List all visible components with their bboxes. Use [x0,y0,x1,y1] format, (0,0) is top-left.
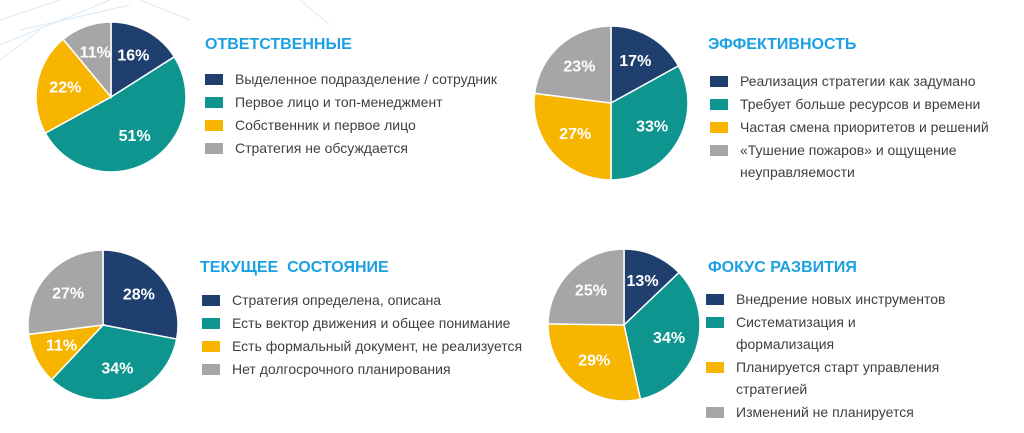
legend-swatch [706,294,724,305]
slice-label: 33% [636,119,668,136]
chart-title: ОТВЕТСТВЕННЫЕ [205,36,352,53]
legend-item: Требует больше ресурсов и времени [710,93,1000,115]
legend-swatch [706,317,724,328]
legend-label: Требует больше ресурсов и времени [740,96,981,112]
legend-label: Есть вектор движения и общее понимание [232,315,511,331]
legend-swatch [202,295,220,306]
pie-slice [610,25,680,105]
chart-title: ТЕКУЩЕЕ СОСТОЯНИЕ [200,259,389,276]
slice-label: 13% [627,273,659,290]
legend-item: «Тушение пожаров» и ощущение неуправляем… [710,139,1000,183]
pie-slice [50,324,178,401]
slice-label: 11% [46,337,77,354]
slice-label: 22% [49,80,81,97]
pie: 17% 33% 27% 23% [533,25,689,181]
slice-label: 29% [578,353,610,370]
legend-item: Есть формальный документ, не реализуется [202,335,542,357]
slice-label: 27% [52,285,84,302]
pie: 16% 51% 22% 11% [35,21,187,173]
legend-item: Первое лицо и топ-менеджмент [205,91,525,113]
legend: Стратегия определена, описана Есть вектор… [202,289,542,381]
decoration [0,0,331,61]
legend-label: Реализация стратегии как задумано [740,73,976,89]
pie-slice [110,21,176,99]
legend-swatch [205,143,223,154]
legend-swatch [202,341,220,352]
pie-slice [533,25,612,104]
legend: Выделенное подразделение / сотрудник Перв… [205,68,525,160]
legend-swatch [710,145,728,156]
legend-swatch [710,76,728,87]
legend-label: «Тушение пожаров» и ощущение неуправляем… [740,142,957,180]
slice-label: 16% [117,47,149,64]
legend-label: Стратегия не обсуждается [235,140,408,156]
legend-label: Планируется старт управления стратегией [736,359,940,397]
legend-label: Собственник и первое лицо [235,117,416,133]
legend-label: Систематизация и формализация [736,314,856,352]
pie-slice [35,38,113,135]
slice-label: 23% [563,58,595,75]
legend-label: Стратегия определена, описана [232,292,442,308]
legend-item: Изменений не планируется [706,401,956,423]
legend-swatch [202,318,220,329]
slice-label: 11% [80,44,111,61]
slice-label: 27% [559,126,591,143]
legend-item: Реализация стратегии как задумано [710,70,1000,92]
legend-label: Изменений не планируется [736,404,914,420]
legend-item: Собственник и первое лицо [205,114,525,136]
legend-item: Есть вектор движения и общее понимание [202,312,542,334]
pie-slice [102,249,179,340]
slice-label: 28% [123,287,155,304]
legend-swatch [205,120,223,131]
legend-swatch [205,97,223,108]
legend-item: Планируется старт управления стратегией [706,356,956,400]
legend: Реализация стратегии как задумано Требует… [710,70,1000,184]
chart-title: ФОКУС РАЗВИТИЯ [708,259,857,276]
slice-label: 51% [119,128,151,145]
slice-label: 17% [619,53,651,70]
pie: 28% 34% 11% 27% [27,249,179,401]
pie-slice [623,271,701,401]
pie-slice [547,323,642,402]
legend-swatch [706,407,724,418]
slice-label: 34% [653,330,685,347]
legend-swatch [710,122,728,133]
legend-item: Выделенное подразделение / сотрудник [205,68,525,90]
legend-label: Выделенное подразделение / сотрудник [235,71,498,87]
legend-item: Стратегия определена, описана [202,289,542,311]
legend-item: Внедрение новых инструментов [706,288,956,310]
pie-slice [547,248,625,326]
legend-item: Нет долгосрочного планирования [202,358,542,380]
legend-item: Частая смена приоритетов и решений [710,116,1000,138]
pie-slice [533,92,612,181]
legend-item: Стратегия не обсуждается [205,137,525,159]
legend-item: Систематизация и формализация [706,311,956,355]
pie-slice [62,21,112,100]
legend: Внедрение новых инструментов Систематизац… [706,288,956,424]
legend-label: Нет долгосрочного планирования [232,361,451,377]
pie-slice [27,249,104,336]
pie-slice [623,248,681,327]
pie-slice [44,55,187,173]
chart-title: ЭФФЕКТИВНОСТЬ [708,36,857,53]
pie-slice [610,64,689,181]
legend-label: Внедрение новых инструментов [736,291,946,307]
legend-swatch [710,99,728,110]
legend-label: Частая смена приоритетов и решений [740,119,989,135]
slice-label: 34% [101,360,133,377]
pie: 13% 34% 29% 25% [547,248,701,402]
legend-swatch [706,362,724,373]
legend-swatch [202,364,220,375]
legend-label: Есть формальный документ, не реализуется [232,338,523,354]
slice-label: 25% [575,283,607,300]
legend-label: Первое лицо и топ-менеджмент [235,94,443,110]
legend-swatch [205,74,223,85]
